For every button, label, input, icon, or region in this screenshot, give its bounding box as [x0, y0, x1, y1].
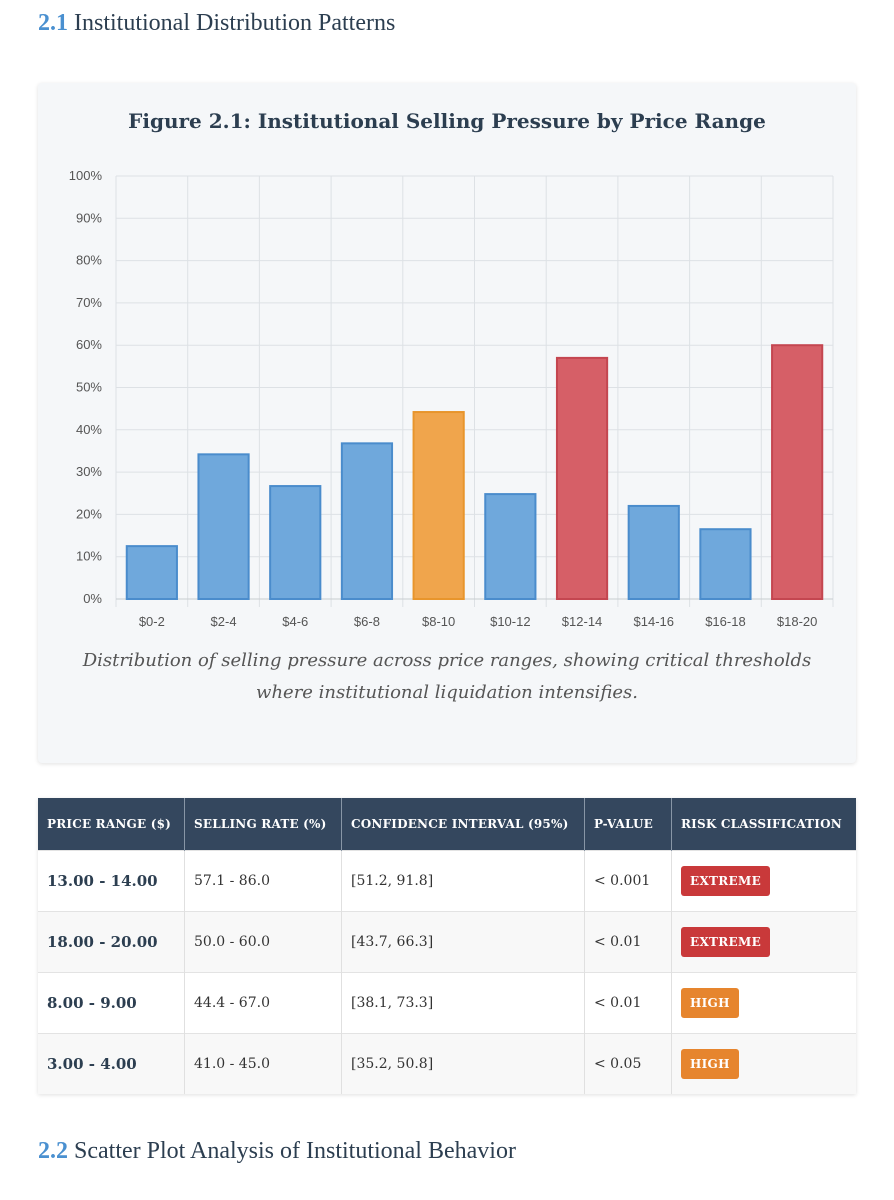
- risk-badge: HIGH: [681, 988, 739, 1018]
- bar: [197, 453, 250, 601]
- bar: [699, 528, 752, 600]
- cell-p-value: < 0.01: [584, 911, 672, 973]
- y-tick-label: 100%: [69, 168, 103, 183]
- col-header-confidence-interval: CONFIDENCE INTERVAL (95%): [341, 798, 585, 851]
- cell-selling-rate: 50.0 - 60.0: [184, 911, 342, 973]
- table-header-row: PRICE RANGE ($) SELLING RATE (%) CONFIDE…: [38, 798, 856, 851]
- col-header-price-range: PRICE RANGE ($): [38, 798, 185, 851]
- cell-price-range: 13.00 - 14.00: [38, 850, 185, 912]
- section-heading-2-2: 2.2 Scatter Plot Analysis of Institutiona…: [38, 1138, 516, 1165]
- x-tick-label: $2-4: [211, 614, 237, 629]
- bar: [269, 485, 322, 600]
- y-tick-label: 90%: [76, 210, 102, 225]
- cell-confidence-interval: [35.2, 50.8]: [341, 1033, 585, 1094]
- cell-p-value: < 0.001: [584, 850, 672, 912]
- x-tick-label: $12-14: [562, 614, 602, 629]
- y-tick-label: 60%: [76, 337, 102, 352]
- y-tick-label: 40%: [76, 422, 102, 437]
- x-tick-label: $4-6: [282, 614, 308, 629]
- figure-title: Figure 2.1: Institutional Selling Pressu…: [128, 109, 766, 133]
- y-tick-label: 50%: [76, 380, 102, 395]
- risk-badge: HIGH: [681, 1049, 739, 1079]
- x-tick-label: $0-2: [139, 614, 165, 629]
- cell-risk: EXTREME: [671, 850, 856, 912]
- risk-table: PRICE RANGE ($) SELLING RATE (%) CONFIDE…: [38, 798, 856, 1094]
- section-number: 2.2: [38, 1138, 68, 1164]
- risk-badge: EXTREME: [681, 866, 771, 896]
- cell-selling-rate: 57.1 - 86.0: [184, 850, 342, 912]
- table-row: 18.00 - 20.00 50.0 - 60.0 [43.7, 66.3] <…: [38, 911, 856, 973]
- col-header-selling-rate: SELLING RATE (%): [184, 798, 342, 851]
- y-tick-label: 70%: [76, 295, 102, 310]
- figure-card: 0% 10% 20% 30% 40% 50% 60% 70% 80% 90% 100% $0-2 $2-…: [38, 83, 856, 763]
- section-heading-2-1: 2.1 Institutional Distribution Patterns: [38, 10, 395, 37]
- bar: [340, 442, 394, 600]
- x-tick-label: $6-8: [354, 614, 380, 629]
- section-number: 2.1: [38, 10, 68, 36]
- col-header-p-value: P-VALUE: [584, 798, 672, 851]
- table-row: 3.00 - 4.00 41.0 - 45.0 [35.2, 50.8] < 0…: [38, 1033, 856, 1094]
- col-header-risk: RISK CLASSIFICATION: [671, 798, 856, 851]
- y-tick-label: 0%: [83, 591, 102, 606]
- x-tick-label: $10-12: [490, 614, 530, 629]
- cell-price-range: 8.00 - 9.00: [38, 972, 185, 1034]
- bar: [555, 356, 609, 601]
- cell-p-value: < 0.01: [584, 972, 672, 1034]
- bar: [771, 344, 824, 601]
- cell-selling-rate: 44.4 - 67.0: [184, 972, 342, 1034]
- table-row: 13.00 - 14.00 57.1 - 86.0 [51.2, 91.8] <…: [38, 850, 856, 912]
- y-tick-label: 80%: [76, 253, 102, 268]
- bar-chart: 0% 10% 20% 30% 40% 50% 60% 70% 80% 90% 100% $0-2 $2-…: [69, 168, 834, 629]
- cell-confidence-interval: [43.7, 66.3]: [341, 911, 585, 973]
- cell-confidence-interval: [51.2, 91.8]: [341, 850, 585, 912]
- cell-risk: HIGH: [671, 972, 856, 1034]
- bar: [484, 493, 537, 601]
- cell-confidence-interval: [38.1, 73.3]: [341, 972, 585, 1034]
- cell-p-value: < 0.05: [584, 1033, 672, 1094]
- x-tick-label: $8-10: [422, 614, 455, 629]
- cell-price-range: 18.00 - 20.00: [38, 911, 185, 973]
- section-title: Institutional Distribution Patterns: [74, 10, 396, 36]
- bar: [627, 504, 680, 600]
- x-tick-label: $18-20: [777, 614, 817, 629]
- y-tick-label: 30%: [76, 464, 102, 479]
- cell-risk: HIGH: [671, 1033, 856, 1094]
- bar: [412, 411, 465, 600]
- x-tick-label: $14-16: [634, 614, 674, 629]
- cell-price-range: 3.00 - 4.00: [38, 1033, 185, 1094]
- figure-caption: Distribution of selling pressure across …: [82, 650, 812, 703]
- risk-badge: EXTREME: [681, 927, 771, 957]
- bar: [125, 545, 178, 600]
- cell-risk: EXTREME: [671, 911, 856, 973]
- section-title: Scatter Plot Analysis of Institutional B…: [74, 1138, 516, 1164]
- cell-selling-rate: 41.0 - 45.0: [184, 1033, 342, 1094]
- y-tick-label: 20%: [76, 506, 102, 521]
- y-tick-label: 10%: [76, 549, 102, 564]
- x-tick-label: $16-18: [705, 614, 745, 629]
- table-row: 8.00 - 9.00 44.4 - 67.0 [38.1, 73.3] < 0…: [38, 972, 856, 1034]
